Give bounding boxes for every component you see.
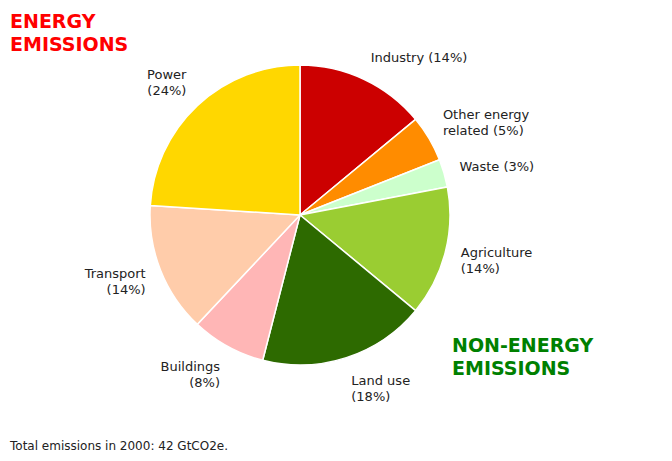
slice-label: Waste (3%) xyxy=(459,159,534,174)
slice-label: Buildings(8%) xyxy=(161,359,221,390)
slice xyxy=(150,206,300,325)
non-energy-label: NON-ENERGYEMISSIONS xyxy=(452,334,594,379)
slice-label: Other energyrelated (5%) xyxy=(443,107,530,138)
slice-label: Power(24%) xyxy=(147,67,187,98)
slice-label: Industry (14%) xyxy=(371,50,468,65)
energy-label: ENERGYEMISSIONS xyxy=(10,10,128,55)
slice-label: Land use(18%) xyxy=(351,373,410,404)
slice-label: Agriculture(14%) xyxy=(461,245,533,276)
pie xyxy=(150,65,450,365)
chart: Industry (14%) Other energyrelated (5%) Wa… xyxy=(0,0,672,461)
slice-label: Transport(14%) xyxy=(84,266,146,297)
footnote: Total emissions in 2000: 42 GtCO2e. xyxy=(9,439,228,453)
